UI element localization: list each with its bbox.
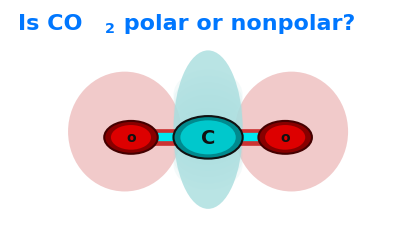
Circle shape xyxy=(264,126,305,150)
Ellipse shape xyxy=(173,120,242,171)
Text: 2: 2 xyxy=(105,22,115,36)
Circle shape xyxy=(111,126,151,150)
Text: o: o xyxy=(280,131,289,145)
Ellipse shape xyxy=(173,114,242,165)
Text: o: o xyxy=(126,131,135,145)
Ellipse shape xyxy=(173,133,242,184)
Ellipse shape xyxy=(173,140,242,190)
Circle shape xyxy=(104,122,158,154)
Ellipse shape xyxy=(68,72,181,192)
Ellipse shape xyxy=(173,76,242,127)
Ellipse shape xyxy=(173,108,242,158)
Circle shape xyxy=(180,121,235,155)
Circle shape xyxy=(173,116,242,159)
Circle shape xyxy=(258,122,311,154)
Text: C: C xyxy=(200,128,215,147)
Ellipse shape xyxy=(173,89,242,140)
Ellipse shape xyxy=(173,127,242,178)
Ellipse shape xyxy=(173,51,242,209)
Ellipse shape xyxy=(173,96,242,146)
Ellipse shape xyxy=(234,72,347,192)
Text: polar or nonpolar?: polar or nonpolar? xyxy=(116,14,355,34)
Ellipse shape xyxy=(173,102,242,152)
Ellipse shape xyxy=(173,70,242,121)
Text: Is CO: Is CO xyxy=(18,14,82,34)
Ellipse shape xyxy=(173,83,242,133)
